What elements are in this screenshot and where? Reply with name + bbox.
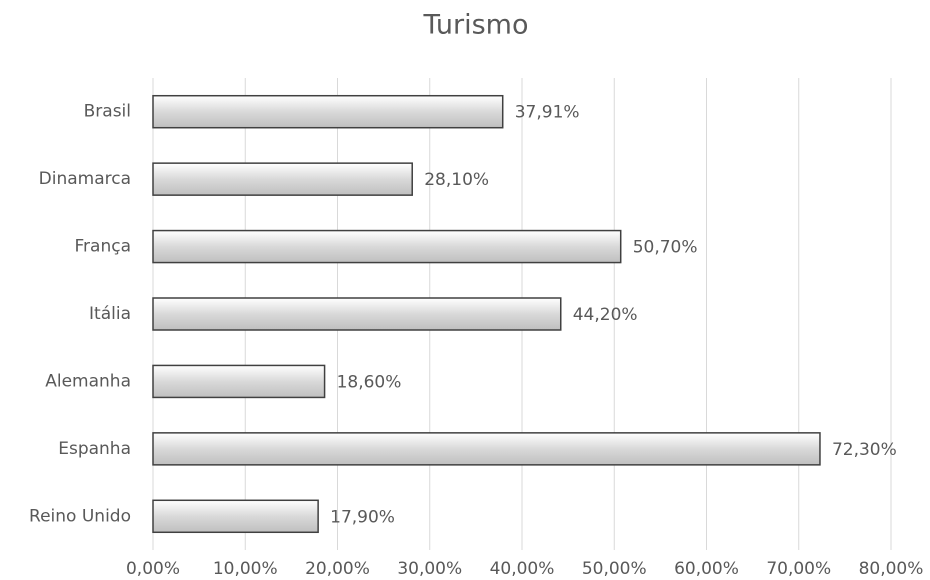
bar [152,229,622,264]
bar [152,162,413,196]
x-tick-label: 0,00% [126,559,180,579]
chart-title: Turismo [423,10,529,41]
bar [152,297,562,331]
value-label: 44,20% [573,305,638,325]
x-tick-label: 60,00% [674,559,739,579]
y-tick-label: Espanha [58,439,131,459]
x-tick-label: 10,00% [213,559,278,579]
bar [152,364,326,399]
y-tick-label: Alemanha [45,371,131,391]
value-label: 18,60% [337,372,402,392]
x-tick-label: 40,00% [490,559,555,579]
x-tick-label: 30,00% [397,559,462,579]
value-label: 17,90% [330,507,395,527]
y-tick-label: Itália [89,304,131,324]
y-tick-label: Brasil [84,102,131,122]
bar [152,94,504,129]
y-tick-label: Dinamarca [39,169,131,189]
x-tick-label: 80,00% [859,559,924,579]
x-tick-label: 70,00% [766,559,831,579]
bar [152,499,319,534]
bar [152,432,821,466]
x-tick-label: 50,00% [582,559,647,579]
y-tick-label: França [75,237,132,257]
y-tick-label: Reino Unido [29,506,131,526]
value-label: 72,30% [832,440,897,460]
x-tick-label: 20,00% [305,559,370,579]
value-label: 50,70% [633,238,698,258]
value-label: 37,91% [515,103,580,123]
value-label: 28,10% [424,170,489,190]
